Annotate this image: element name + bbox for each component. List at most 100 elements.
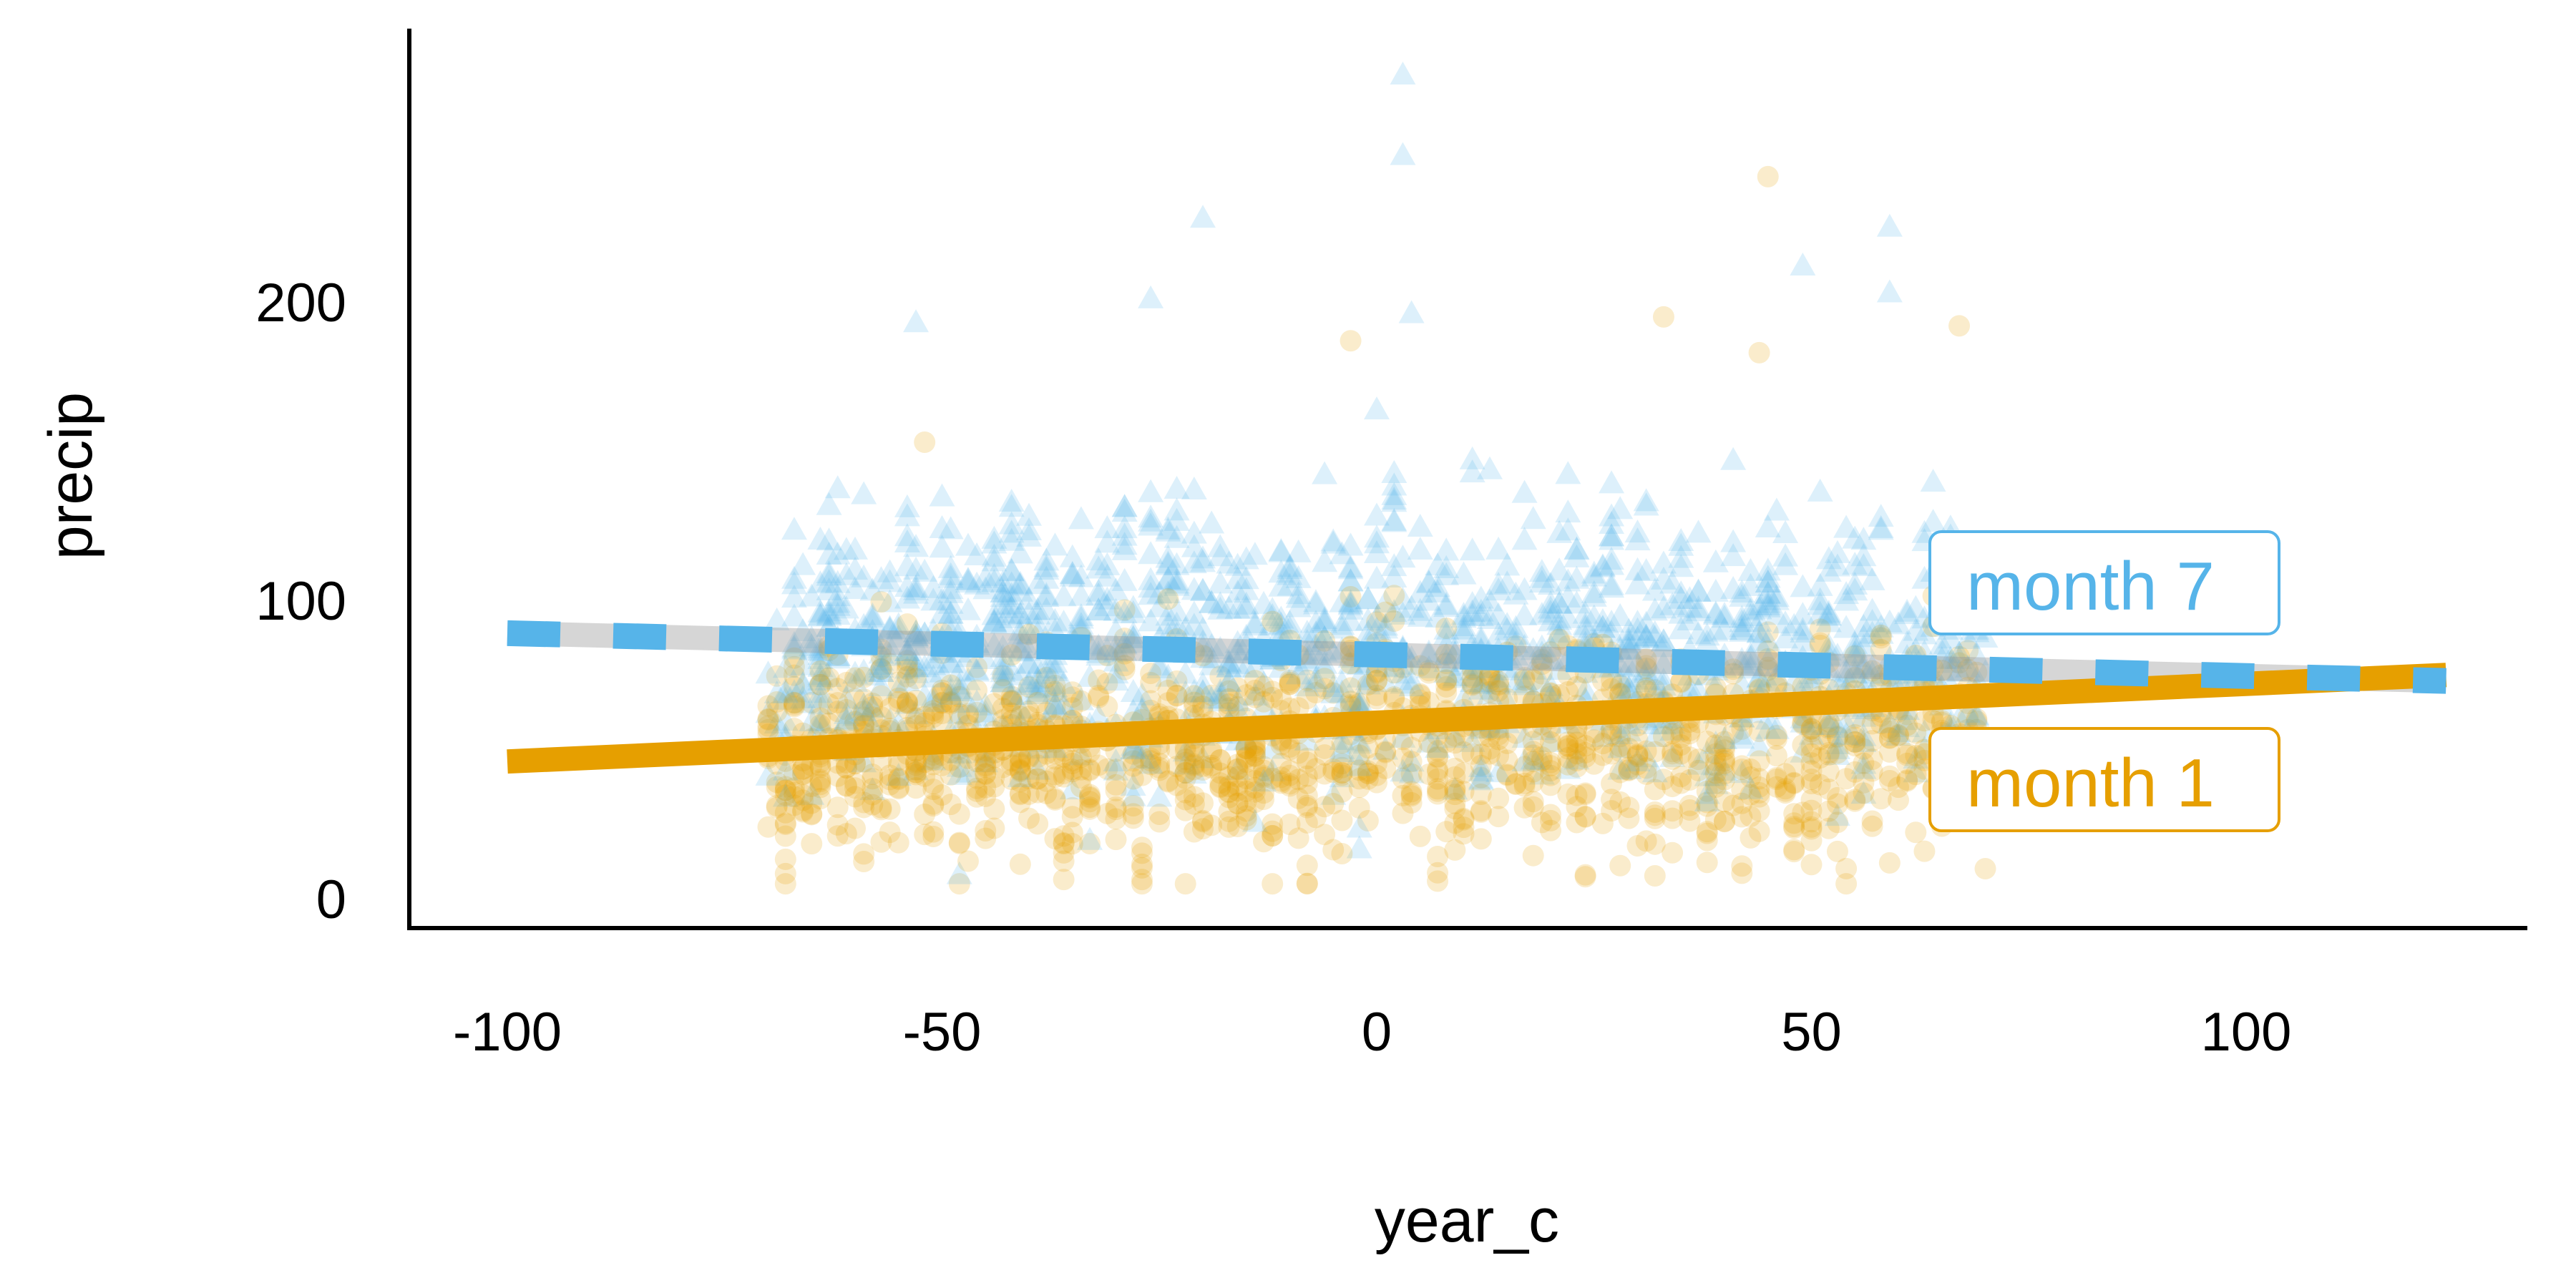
month-7-point (1390, 660, 1416, 684)
month-7-point (1459, 446, 1485, 469)
month-7-point (1677, 607, 1703, 630)
month-1-point (1809, 634, 1831, 656)
month-1-point (1505, 773, 1527, 795)
month-1-point (1157, 692, 1179, 714)
month-1-point (1209, 748, 1231, 771)
month-1-point (966, 777, 988, 799)
month-7-point (990, 644, 1016, 668)
month-1-point (1122, 755, 1144, 777)
month-1-point (1826, 786, 1848, 809)
month-7-point (859, 713, 886, 737)
month-1-point (1731, 862, 1753, 884)
month-1-point (1418, 660, 1440, 682)
month-7-point (1746, 608, 1772, 632)
month-7-point (1650, 595, 1677, 619)
month-7-point (1650, 673, 1677, 696)
month-7-point (781, 636, 807, 660)
month-7-point (894, 668, 920, 692)
month-1-point (1000, 710, 1023, 732)
month-1-point (1209, 776, 1231, 798)
month-7-point (1546, 620, 1573, 643)
month-1-point (1262, 825, 1284, 847)
month-7-point (1677, 674, 1703, 698)
month-7-point (824, 592, 851, 616)
month-7-point (842, 660, 868, 684)
month-1-point (1018, 623, 1040, 645)
month-1-point (1513, 669, 1536, 691)
month-7-point (1963, 665, 1990, 689)
month-1-point (1192, 809, 1214, 831)
month-7-point (807, 663, 834, 687)
month-7-point (1633, 623, 1659, 647)
month-7-point (1737, 557, 1764, 581)
month-7-point (990, 635, 1016, 658)
month-7-point (1216, 648, 1242, 672)
month-7-point (990, 584, 1016, 608)
month-7-point (1850, 613, 1877, 637)
month-1-point (1609, 741, 1631, 763)
month-1-point (1461, 673, 1483, 695)
month-1-point (1618, 807, 1640, 829)
month-7-point (1007, 600, 1033, 624)
month-7-point (1694, 763, 1720, 786)
month-1-point (1609, 736, 1631, 758)
month-7-point (1381, 472, 1407, 496)
month-7-point (1599, 620, 1625, 643)
month-7-point (1633, 492, 1659, 516)
month-7-point (1042, 679, 1068, 703)
month-7-point (1599, 523, 1625, 547)
month-1-point (1714, 763, 1735, 785)
month-1-point (1174, 740, 1196, 762)
month-7-point (1459, 663, 1485, 687)
month-1-point (1279, 813, 1301, 835)
x-tick-label: 0 (1362, 1002, 1392, 1063)
month-7-point (1468, 602, 1494, 626)
month-7-point (1555, 584, 1581, 608)
month-7-point (1007, 618, 1033, 641)
month-7-point (1128, 682, 1155, 706)
month-7-point (1468, 766, 1494, 789)
month-7-point (894, 641, 920, 665)
month-1-point (1027, 746, 1049, 769)
month-1-point (887, 691, 909, 713)
month-1-point (1174, 799, 1196, 821)
month-7-point (1016, 523, 1042, 547)
month-7-point (929, 535, 955, 558)
month-1-point (1253, 766, 1275, 789)
month-1-point (844, 711, 866, 733)
month-7-point (1190, 634, 1216, 658)
month-1-point (1557, 747, 1579, 769)
month-1-point (1748, 786, 1770, 808)
month-7-point (816, 542, 842, 565)
month-1-point (1226, 696, 1249, 718)
month-1-point (975, 762, 997, 784)
month-1-point (1435, 653, 1458, 675)
month-7-point (1668, 616, 1694, 640)
month-7-point (1599, 503, 1625, 527)
month-7-point (1650, 550, 1677, 574)
month-7-point (1538, 683, 1563, 706)
month-1-point (1574, 866, 1596, 888)
month-7-point (781, 517, 807, 540)
month-1-point (1888, 723, 1909, 746)
month-1-point (975, 827, 997, 849)
month-7-point (1190, 629, 1216, 653)
month-1-point (1696, 829, 1718, 852)
month-7-point (1790, 628, 1816, 652)
month-1-point (922, 753, 945, 776)
month-1-point (1609, 791, 1631, 813)
month-1-point (940, 794, 962, 816)
month-1-point (1818, 716, 1840, 738)
month-1-point (1609, 726, 1631, 748)
month-1-point (1157, 771, 1179, 793)
month-7-point (1016, 517, 1042, 540)
month-1-point (1731, 718, 1753, 740)
month-1-point (853, 701, 875, 723)
month-7-point (1641, 577, 1668, 601)
month-7-point (807, 685, 834, 708)
month-1-point (1888, 725, 1909, 747)
month-7-point (1607, 496, 1634, 519)
month-7-point (1850, 624, 1877, 648)
month-7-point (1624, 527, 1651, 551)
